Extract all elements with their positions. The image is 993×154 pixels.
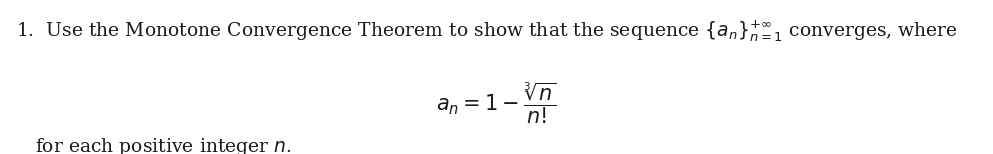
Text: 1.  Use the Monotone Convergence Theorem to show that the sequence $\{a_n\}_{n=1: 1. Use the Monotone Convergence Theorem … — [16, 18, 958, 44]
Text: for each positive integer $n$.: for each positive integer $n$. — [35, 136, 292, 154]
Text: $a_n = 1 - \dfrac{\sqrt[3]{n}}{n!}$: $a_n = 1 - \dfrac{\sqrt[3]{n}}{n!}$ — [436, 80, 556, 126]
